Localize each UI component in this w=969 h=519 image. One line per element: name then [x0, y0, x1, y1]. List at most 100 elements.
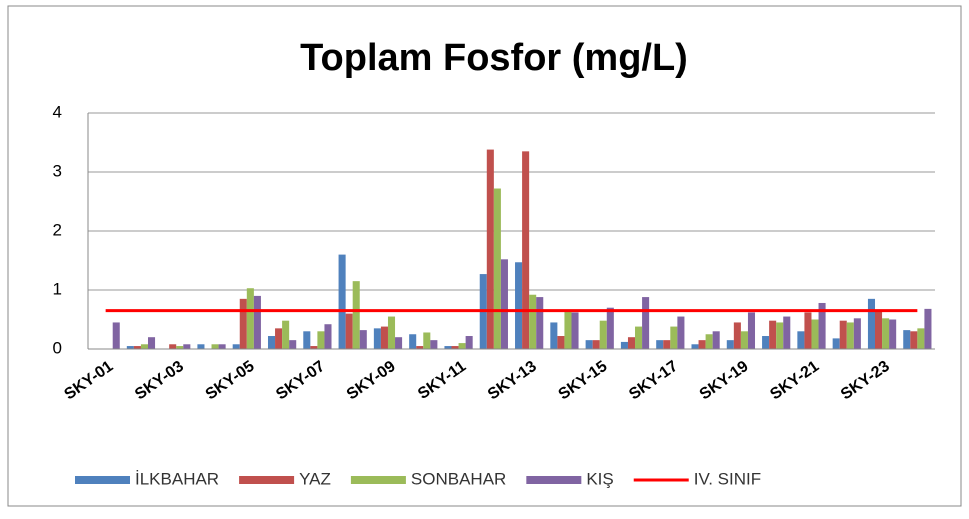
bar — [218, 344, 226, 349]
bar — [627, 337, 636, 349]
bar — [867, 298, 876, 349]
y-tick-label: 1 — [53, 279, 62, 298]
bar — [924, 308, 932, 349]
bar — [917, 328, 925, 349]
bar — [585, 340, 593, 349]
bar — [903, 330, 911, 349]
bar — [140, 344, 148, 349]
bar — [853, 318, 861, 349]
y-tick-label: 3 — [53, 161, 62, 180]
bar — [416, 346, 424, 349]
chart-border — [7, 5, 962, 507]
bar — [733, 322, 741, 349]
bar — [423, 332, 431, 349]
bar — [882, 318, 890, 349]
bar — [747, 312, 756, 349]
bar — [500, 259, 508, 349]
bar — [564, 311, 572, 349]
bar — [338, 254, 346, 349]
bar — [465, 336, 473, 349]
legend-swatch — [239, 476, 295, 484]
legend-label: YAZ — [299, 469, 331, 488]
bar — [776, 322, 784, 349]
bar — [267, 336, 276, 349]
bar — [493, 188, 501, 349]
bar — [169, 344, 177, 349]
bar — [345, 313, 353, 349]
bar — [705, 334, 713, 349]
legend-label: KIŞ — [586, 469, 613, 488]
bar — [409, 334, 417, 349]
legend-label: İLKBAHAR — [135, 469, 219, 488]
bar — [818, 302, 826, 349]
bar — [846, 322, 854, 349]
bar — [804, 312, 812, 349]
bar — [253, 295, 261, 349]
legend-swatch — [526, 476, 582, 484]
bar — [176, 346, 184, 349]
bar — [232, 344, 240, 349]
bar — [183, 344, 191, 349]
bar — [430, 340, 438, 349]
bar — [797, 331, 805, 349]
bar — [839, 320, 847, 349]
bar — [133, 346, 141, 349]
bar — [642, 297, 650, 349]
bar — [762, 336, 770, 349]
bar — [395, 337, 403, 349]
y-tick-label: 4 — [53, 102, 62, 121]
bar — [875, 310, 883, 349]
bar — [197, 344, 205, 349]
bar — [317, 331, 325, 349]
bar — [783, 316, 791, 349]
bar — [656, 340, 664, 349]
bar — [740, 331, 748, 349]
bar — [324, 324, 332, 349]
bar — [889, 319, 897, 349]
bar — [811, 319, 819, 349]
bar — [550, 322, 558, 349]
legend-swatch — [75, 476, 130, 484]
bar — [691, 344, 699, 349]
bar — [352, 281, 360, 349]
bar — [606, 307, 614, 349]
bar — [571, 312, 579, 349]
bar — [522, 151, 530, 349]
legend-label: SONBAHAR — [411, 469, 506, 488]
bar — [211, 344, 219, 349]
bar — [380, 326, 388, 349]
bar — [670, 326, 678, 349]
bar — [698, 340, 706, 349]
bar — [769, 320, 777, 349]
bar — [310, 346, 318, 349]
bar — [444, 346, 452, 349]
bar — [726, 340, 734, 349]
bar — [536, 297, 544, 349]
bar — [147, 337, 156, 349]
bar — [458, 343, 466, 349]
bar — [663, 340, 671, 349]
bar — [910, 331, 918, 349]
bar — [373, 328, 381, 349]
chart-title: Toplam Fosfor (mg/L) — [300, 37, 688, 79]
bar — [592, 340, 600, 349]
bar — [275, 328, 283, 349]
bar — [303, 331, 311, 349]
bar — [620, 341, 628, 349]
y-tick-label: 0 — [53, 338, 62, 357]
bar — [832, 338, 840, 349]
bar — [239, 298, 247, 349]
bar — [635, 326, 643, 349]
bar — [359, 330, 367, 349]
bar — [289, 340, 297, 349]
bar — [126, 346, 134, 349]
bar — [387, 316, 396, 349]
bar — [529, 294, 537, 349]
bar — [451, 346, 459, 349]
y-tick-label: 2 — [53, 220, 62, 239]
bar — [677, 316, 685, 349]
bar — [712, 331, 720, 349]
bar — [112, 322, 120, 349]
legend-label: IV. SINIF — [694, 469, 761, 488]
